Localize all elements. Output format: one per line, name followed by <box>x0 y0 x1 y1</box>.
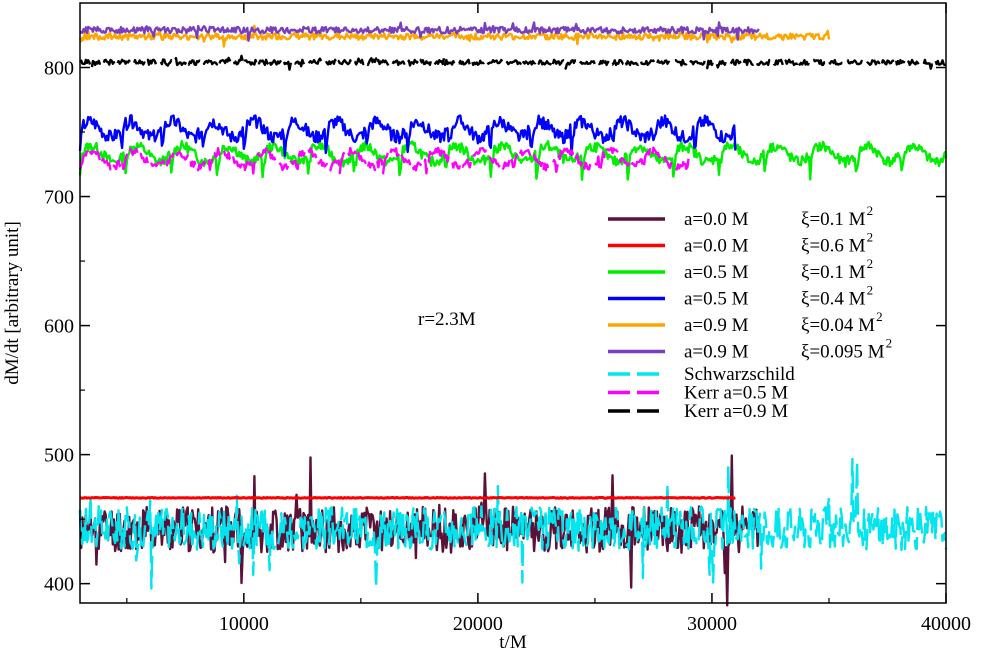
series-line <box>78 139 948 181</box>
legend-exponent: 2 <box>876 309 883 324</box>
series-line <box>79 54 948 71</box>
series-line <box>78 146 690 175</box>
x-tick-label: 40000 <box>921 613 971 635</box>
legend-xi-label: ξ=0.4 M <box>801 289 866 310</box>
legend-label: a=0.5 M <box>684 289 749 310</box>
legend-exponent: 2 <box>867 256 874 271</box>
y-tick-label: 600 <box>44 316 74 338</box>
y-tick-label: 500 <box>44 445 74 467</box>
x-axis-label: t/M <box>499 632 527 653</box>
legend-label: Schwarzschild <box>684 364 795 385</box>
plot-frame <box>79 2 947 604</box>
axis-ticks: 10000 20000 30000 40000 400 500 600 700 800 <box>44 3 971 635</box>
legend-label: Kerr a=0.9 M <box>684 401 788 422</box>
legend-xi-label: ξ=0.1 M <box>801 262 866 283</box>
legend-exponent: 2 <box>867 203 874 218</box>
y-tick-label: 400 <box>44 574 74 596</box>
x-tick-label: 30000 <box>687 613 737 635</box>
legend-label: Kerr a=0.5 M <box>684 383 788 404</box>
legend-exponent: 2 <box>867 230 874 245</box>
series-line <box>78 114 737 158</box>
series-line <box>78 457 948 590</box>
legend-xi-label: ξ=0.095 M <box>801 342 885 363</box>
y-tick-label: 700 <box>44 187 74 209</box>
legend-exponent: 2 <box>886 336 893 351</box>
series-line <box>79 21 760 42</box>
legend-label: a=0.0 M <box>684 236 749 257</box>
y-tick-label: 800 <box>44 58 74 80</box>
legend-xi-label: ξ=0.6 M <box>801 236 866 257</box>
legend-label: a=0.5 M <box>684 262 749 283</box>
radius-annotation: r=2.3M <box>418 309 476 330</box>
x-tick-label: 10000 <box>219 613 269 635</box>
series-line <box>79 496 736 500</box>
x-tick-label: 20000 <box>453 613 503 635</box>
legend-exponent: 2 <box>867 283 874 298</box>
legend-label: a=0.9 M <box>684 342 749 363</box>
legend-xi-label: ξ=0.04 M <box>801 315 875 336</box>
y-axis-label: dM/dt [arbitrary unit] <box>2 221 23 385</box>
legend-label: a=0.0 M <box>684 209 749 230</box>
plot-series <box>78 21 948 607</box>
legend-xi-label: ξ=0.1 M <box>801 209 866 230</box>
legend-label: a=0.9 M <box>684 315 749 336</box>
